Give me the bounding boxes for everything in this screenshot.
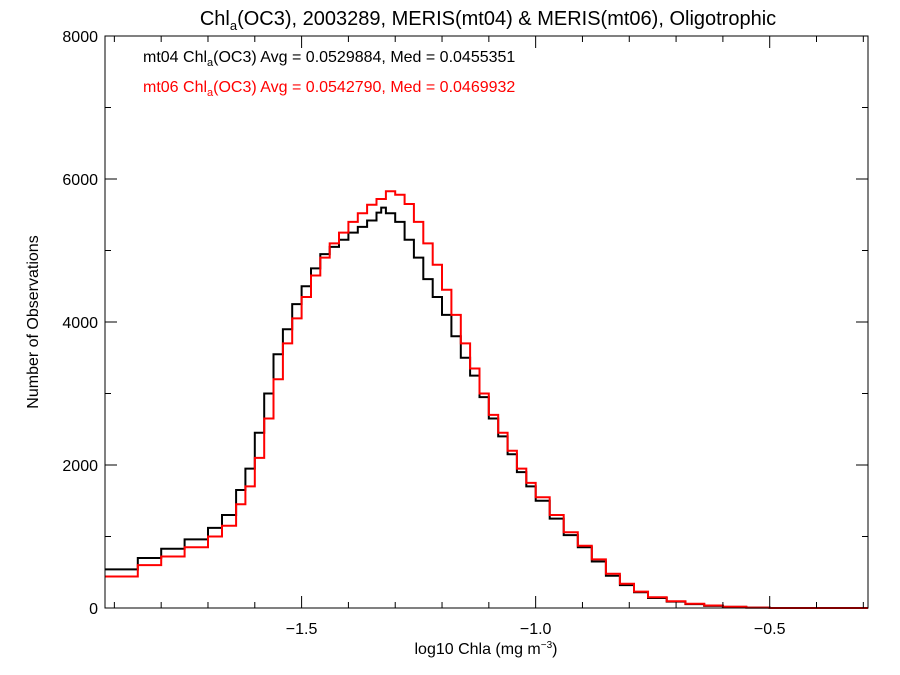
y-axis-label: Number of Observations xyxy=(25,235,42,408)
y-tick-label: 2000 xyxy=(62,458,98,475)
legend-entry-mt04: mt04 Chla(OC3) Avg = 0.0529884, Med = 0.… xyxy=(143,49,515,69)
chart-title: Chla(OC3), 2003289, MERIS(mt04) & MERIS(… xyxy=(200,8,776,33)
y-tick-label: 0 xyxy=(89,601,98,618)
plot-frame xyxy=(104,35,869,609)
legend-entry-mt06: mt06 Chla(OC3) Avg = 0.0542790, Med = 0.… xyxy=(143,79,515,99)
series-line-mt04 xyxy=(105,206,868,609)
y-tick-label: 4000 xyxy=(62,315,98,332)
y-tick-label: 6000 xyxy=(62,172,98,189)
x-tick-label: −0.5 xyxy=(754,621,786,638)
legend: mt04 Chla(OC3) Avg = 0.0529884, Med = 0.… xyxy=(143,49,515,99)
x-tick-label: −1.0 xyxy=(520,621,552,638)
series-line-mt06 xyxy=(105,190,868,609)
x-axis-label: log10 Chla (mg m−3) xyxy=(414,640,557,658)
x-tick-label: −1.5 xyxy=(286,621,318,638)
y-tick-label: 8000 xyxy=(62,29,98,46)
title-subscript: a xyxy=(230,18,238,33)
